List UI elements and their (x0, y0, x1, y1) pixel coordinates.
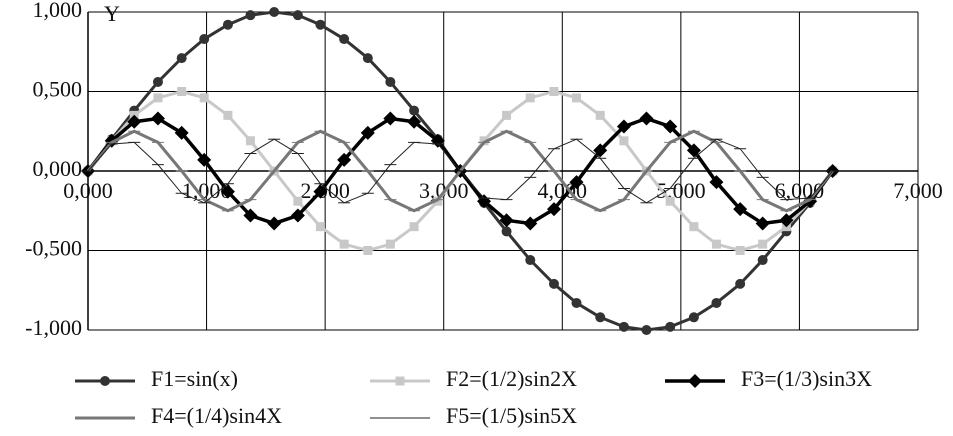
marker (639, 111, 654, 126)
legend-label: F4=(1/4)sin4X (151, 403, 282, 428)
marker (688, 312, 699, 323)
marker (733, 202, 748, 217)
marker (663, 119, 678, 134)
marker (407, 114, 422, 129)
marker (127, 114, 142, 129)
marker (525, 255, 536, 266)
marker (152, 76, 163, 87)
marker (362, 53, 373, 64)
marker (385, 76, 396, 87)
marker (245, 136, 255, 146)
marker (569, 175, 584, 190)
marker (174, 125, 189, 140)
x-tick-label: 5,000 (656, 178, 706, 203)
marker (199, 93, 209, 103)
marker (665, 196, 675, 206)
marker (385, 239, 395, 249)
marker (735, 278, 746, 289)
marker (571, 297, 582, 308)
marker (641, 325, 652, 335)
marker (409, 105, 420, 116)
marker (549, 87, 559, 96)
marker (290, 208, 305, 223)
marker (618, 321, 629, 332)
marker (595, 312, 606, 323)
marker (711, 297, 722, 308)
marker (337, 152, 352, 167)
legend-label: F5=(1/5)sin5X (446, 403, 577, 428)
y-tick-label: 1,000 (33, 0, 83, 22)
marker (177, 87, 187, 96)
series (82, 138, 839, 204)
legend-label: F1=sin(x) (151, 366, 238, 391)
marker (572, 93, 582, 103)
y-tick-label: -1,000 (25, 315, 82, 340)
marker (315, 222, 325, 232)
y-axis-label: Y (104, 1, 120, 26)
marker (502, 110, 512, 120)
marker (150, 111, 165, 126)
marker (689, 222, 699, 232)
marker (755, 216, 770, 231)
y-tick-label: 0,500 (33, 77, 83, 102)
marker (779, 213, 794, 228)
marker (735, 246, 745, 255)
marker (339, 239, 349, 249)
marker (315, 19, 326, 30)
marker (383, 111, 398, 126)
marker (595, 110, 605, 120)
marker (757, 255, 768, 266)
legend-marker (688, 374, 702, 388)
legend-label: F3=(1/3)sin3X (741, 366, 872, 391)
marker (525, 93, 535, 103)
marker (199, 34, 210, 45)
x-tick-label: 7,000 (893, 178, 943, 203)
marker (153, 93, 163, 103)
marker (709, 175, 724, 190)
marker (360, 125, 375, 140)
marker (501, 226, 512, 237)
marker (548, 278, 559, 289)
marker (616, 119, 631, 134)
marker (243, 208, 258, 223)
marker (363, 246, 373, 255)
marker (223, 110, 233, 120)
marker (409, 222, 419, 232)
marker (686, 143, 701, 158)
marker (593, 143, 608, 158)
marker (245, 10, 256, 21)
marker (292, 10, 303, 21)
marker (619, 136, 629, 146)
marker (197, 152, 212, 167)
legend-marker (100, 376, 110, 386)
marker (313, 184, 328, 199)
marker (220, 184, 235, 199)
marker (222, 19, 233, 30)
marker (293, 196, 303, 206)
marker (523, 216, 538, 231)
y-tick-label: -0,500 (25, 236, 82, 261)
marker (758, 239, 768, 249)
marker (339, 34, 350, 45)
legend-label: F2=(1/2)sin2X (446, 366, 577, 391)
marker (546, 202, 561, 217)
y-tick-label: 0,000 (33, 156, 83, 181)
legend-marker (395, 376, 405, 386)
marker (499, 213, 514, 228)
marker (269, 7, 280, 17)
marker (176, 53, 187, 64)
marker (711, 239, 721, 249)
marker (267, 216, 282, 231)
marker (665, 321, 676, 332)
